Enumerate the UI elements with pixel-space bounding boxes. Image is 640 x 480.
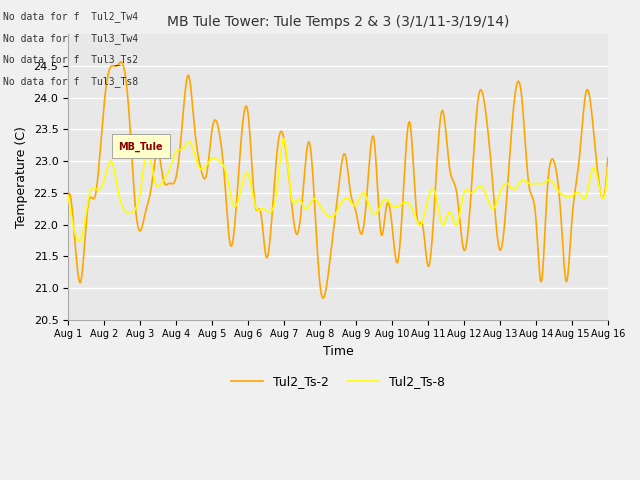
Tul2_Ts-2 [129, 160, 136, 166]
Text: No data for f  Tul3_Ts8: No data for f Tul3_Ts8 [3, 76, 138, 87]
Tul2_Ts-8 [305, 203, 313, 208]
Line: Tul2_Ts-2: Tul2_Ts-2 [68, 62, 608, 298]
Tul2_Ts-2 [64, 193, 72, 199]
Tul2_Ts-8 [372, 211, 380, 216]
Line: Tul2_Ts-8: Tul2_Ts-8 [68, 139, 608, 241]
Tul2_Ts-2 [314, 263, 322, 268]
Tul2_Ts-8 [75, 238, 83, 244]
Text: No data for f  Tul2_Tw4: No data for f Tul2_Tw4 [3, 11, 138, 22]
Tul2_Ts-2 [294, 231, 301, 237]
Tul2_Ts-8 [64, 193, 72, 199]
Tul2_Ts-2 [117, 59, 125, 65]
Tul2_Ts-8 [129, 210, 136, 216]
Tul2_Ts-2 [305, 139, 312, 145]
Tul2_Ts-8 [315, 201, 323, 206]
Tul2_Ts-8 [280, 136, 287, 142]
Text: No data for f  Tul3_Ts2: No data for f Tul3_Ts2 [3, 54, 138, 65]
X-axis label: Time: Time [323, 345, 353, 358]
Tul2_Ts-2 [319, 295, 327, 301]
Tul2_Ts-2 [604, 155, 612, 161]
Y-axis label: Temperature (C): Temperature (C) [15, 126, 28, 228]
Title: MB Tule Tower: Tule Temps 2 & 3 (3/1/11-3/19/14): MB Tule Tower: Tule Temps 2 & 3 (3/1/11-… [167, 15, 509, 29]
Tul2_Ts-8 [604, 165, 612, 170]
Tul2_Ts-8 [294, 197, 301, 203]
Text: MB_Tule: MB_Tule [118, 141, 163, 152]
Legend: Tul2_Ts-2, Tul2_Ts-8: Tul2_Ts-2, Tul2_Ts-8 [227, 371, 449, 394]
Text: No data for f  Tul3_Tw4: No data for f Tul3_Tw4 [3, 33, 138, 44]
Tul2_Ts-2 [372, 159, 380, 165]
Tul2_Ts-8 [106, 158, 114, 164]
Tul2_Ts-2 [106, 65, 114, 71]
